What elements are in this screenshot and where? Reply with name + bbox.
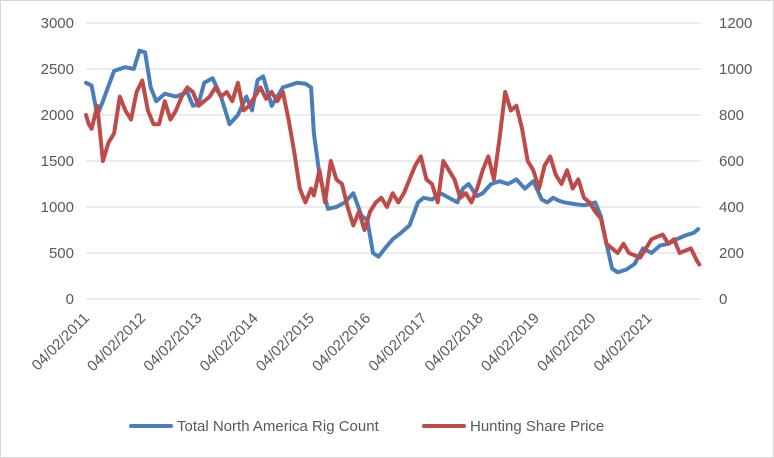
x-axis-tick-label: 04/02/2020: [534, 310, 599, 375]
left-axis-tick-label: 2500: [41, 61, 74, 78]
left-axis-tick-label: 1500: [41, 153, 74, 170]
right-axis-tick-label: 1200: [719, 15, 752, 32]
left-axis-tick-label: 3000: [41, 15, 74, 32]
legend-label: Hunting Share Price: [470, 418, 604, 435]
right-axis-tick-label: 800: [719, 107, 744, 124]
left-axis-tick-label: 500: [49, 245, 74, 262]
left-axis-tick-label: 0: [66, 291, 74, 308]
x-axis-tick-label: 04/02/2013: [140, 310, 205, 375]
series-line-share-price: [84, 78, 702, 267]
legend-label: Total North America Rig Count: [177, 418, 380, 435]
x-axis-tick-label: 04/02/2014: [197, 310, 262, 375]
right-axis-tick-label: 1000: [719, 61, 752, 78]
series-lines: [84, 48, 702, 275]
right-axis-tick-label: 600: [719, 153, 744, 170]
x-axis-tick-label: 04/02/2011: [29, 310, 93, 374]
right-axis-tick-label: 0: [719, 291, 727, 308]
legend: Total North America Rig Count Hunting Sha…: [129, 418, 604, 435]
x-axis-tick-label: 04/02/2017: [365, 310, 430, 375]
x-axis-tick-label: 04/02/2016: [309, 310, 374, 375]
x-axis-tick-label: 04/02/2019: [478, 310, 543, 375]
left-axis-tick-label: 2000: [41, 107, 74, 124]
x-axis-tick-label: 04/02/2012: [84, 310, 149, 375]
right-axis-tick-label: 200: [719, 245, 744, 262]
right-axis-tick-label: 400: [719, 199, 744, 216]
x-axis-ticks: 04/02/201104/02/201204/02/201304/02/2014…: [29, 310, 656, 375]
series-line-rig-count: [84, 48, 701, 275]
gridlines: [86, 22, 701, 300]
left-axis-tick-label: 1000: [41, 199, 74, 216]
x-axis-tick-label: 04/02/2021: [590, 310, 655, 375]
x-axis-tick-label: 04/02/2015: [253, 310, 318, 375]
left-axis-ticks: 0 500 1000 1500 2000 2500 3000: [41, 15, 74, 308]
x-axis-tick-label: 04/02/2018: [422, 310, 487, 375]
right-axis-ticks: 0 200 400 600 800 1000 1200: [719, 15, 752, 308]
